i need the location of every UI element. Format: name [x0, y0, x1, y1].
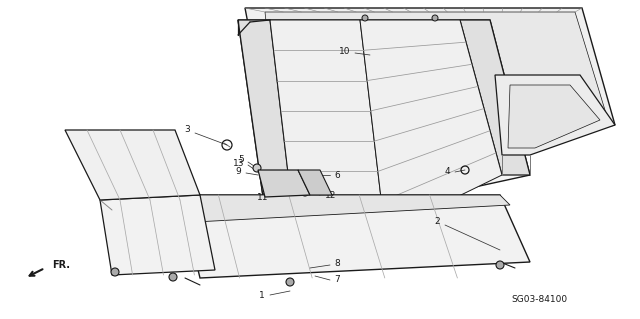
- Polygon shape: [180, 195, 510, 222]
- Text: 9: 9: [236, 167, 241, 175]
- Polygon shape: [258, 170, 310, 197]
- Text: 12: 12: [325, 191, 337, 201]
- Text: 5: 5: [238, 154, 244, 164]
- Polygon shape: [180, 195, 530, 278]
- Polygon shape: [508, 85, 600, 148]
- Circle shape: [286, 278, 294, 286]
- Polygon shape: [100, 195, 215, 275]
- Polygon shape: [65, 130, 200, 200]
- Polygon shape: [460, 20, 530, 175]
- Circle shape: [496, 261, 504, 269]
- Text: 7: 7: [334, 276, 340, 285]
- Circle shape: [111, 268, 119, 276]
- Text: 8: 8: [334, 259, 340, 269]
- Polygon shape: [265, 12, 608, 183]
- Circle shape: [432, 15, 438, 21]
- Text: 13: 13: [232, 159, 244, 167]
- Polygon shape: [495, 75, 615, 155]
- Text: 4: 4: [444, 167, 450, 176]
- Circle shape: [169, 273, 177, 281]
- Text: 6: 6: [334, 170, 340, 180]
- Circle shape: [276, 189, 284, 196]
- Text: FR.: FR.: [52, 260, 70, 270]
- Text: 11: 11: [257, 192, 268, 202]
- Circle shape: [301, 188, 309, 196]
- Text: 10: 10: [339, 47, 350, 56]
- Text: 2: 2: [435, 218, 440, 226]
- Polygon shape: [270, 20, 385, 232]
- Polygon shape: [238, 20, 530, 232]
- Circle shape: [362, 15, 368, 21]
- Text: 3: 3: [184, 125, 190, 135]
- Polygon shape: [245, 8, 615, 190]
- Circle shape: [312, 172, 319, 179]
- Polygon shape: [360, 20, 502, 232]
- Circle shape: [253, 164, 261, 172]
- Polygon shape: [298, 170, 332, 195]
- Circle shape: [301, 171, 309, 179]
- Polygon shape: [238, 20, 295, 232]
- Text: SG03-84100: SG03-84100: [512, 295, 568, 305]
- Text: 1: 1: [259, 292, 265, 300]
